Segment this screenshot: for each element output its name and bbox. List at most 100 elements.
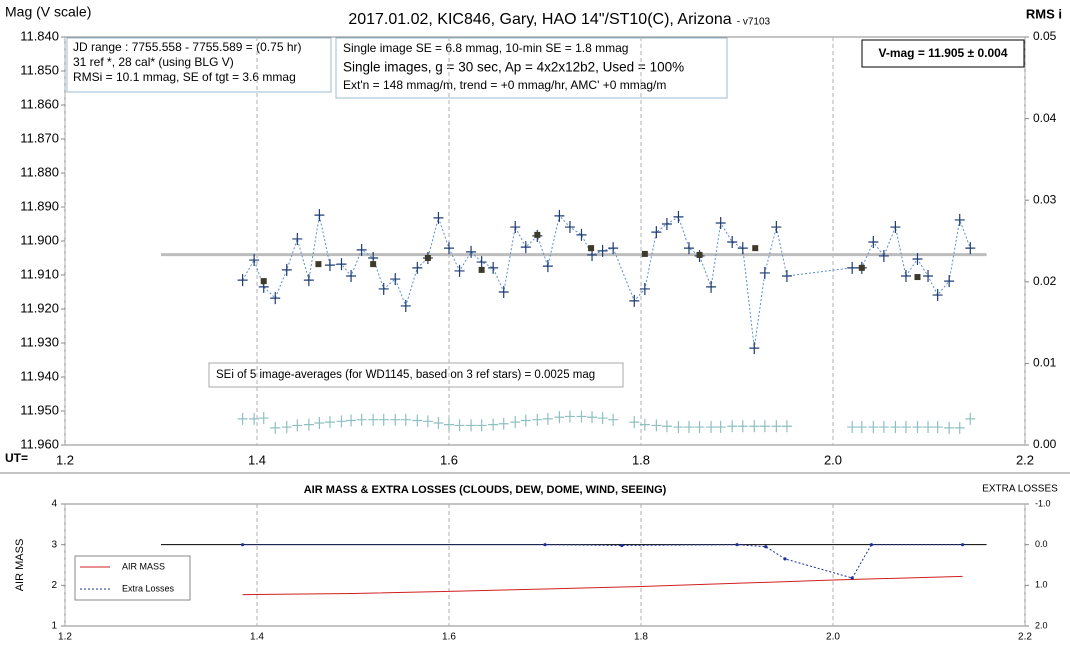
info-line: Single image SE = 6.8 mmag, 10-min SE = …: [343, 41, 628, 55]
data-point: [270, 292, 281, 305]
data-point: [715, 216, 726, 229]
data-point: [673, 421, 684, 434]
data-point: [673, 210, 684, 223]
data-point: [847, 421, 858, 434]
data-point: [258, 412, 269, 425]
data-point: [314, 209, 325, 222]
data-point: [727, 236, 738, 249]
data-point: [954, 421, 965, 434]
data-point: [639, 418, 650, 431]
x-tick-label: 1.4: [250, 632, 264, 643]
data-point: [237, 274, 248, 287]
y2-tick-label: 0.0: [1035, 539, 1048, 549]
data-point: [270, 421, 281, 434]
data-point: [315, 261, 322, 268]
data-point: [564, 221, 575, 234]
series-line: [242, 214, 971, 349]
data-point: [444, 418, 454, 431]
data-point: [368, 413, 379, 426]
data-point: [715, 421, 726, 434]
data-point: [749, 342, 760, 355]
data-point: [336, 415, 347, 428]
data-point: [620, 543, 624, 548]
y-tick-label: 11.920: [20, 300, 59, 315]
data-point: [260, 278, 267, 285]
y2-tick-label: 0.04: [1033, 111, 1057, 125]
x-tick-label: 1.6: [442, 632, 456, 643]
data-point: [378, 413, 389, 426]
x-tick-label: 2.2: [1016, 452, 1034, 467]
data-point: [488, 418, 499, 431]
data-point: [390, 413, 401, 426]
y-tick-label: 3: [51, 539, 57, 550]
data-point: [641, 250, 648, 257]
data-point: [869, 543, 874, 547]
series-line: [242, 544, 963, 579]
data-point: [564, 410, 575, 423]
data-point: [961, 543, 965, 547]
y-tick-label: 11.870: [20, 130, 59, 145]
data-point: [914, 274, 921, 281]
note-box: [208, 362, 624, 388]
y-tick-label: 2: [51, 580, 57, 591]
data-point: [498, 286, 509, 298]
data-point: [764, 545, 768, 549]
data-point: [771, 420, 782, 433]
data-point: [752, 245, 759, 252]
data-point: [900, 421, 911, 434]
y-tick-label: 11.940: [20, 368, 59, 383]
x-tick-label: 1.2: [56, 452, 74, 467]
data-point: [608, 413, 619, 426]
data-point: [532, 413, 543, 426]
data-point: [856, 421, 867, 434]
data-point: [346, 270, 357, 283]
data-point: [781, 420, 792, 433]
y-tick-label: 11.840: [20, 28, 59, 43]
info-line: Single images, g = 30 sec, Ap = 4x2x12b2…: [343, 60, 684, 75]
x-axis-label: UT=: [5, 451, 28, 465]
data-point: [868, 421, 879, 434]
y-axis-label: Mag (V scale): [5, 4, 91, 20]
y2-axis-label: EXTRA LOSSES: [982, 484, 1058, 495]
data-point: [737, 242, 748, 255]
legend-label: Extra Losses: [122, 583, 175, 593]
data-point: [878, 249, 889, 262]
data-point: [554, 209, 565, 222]
data-point: [706, 421, 717, 434]
info-box: [66, 37, 332, 93]
data-point: [781, 270, 792, 283]
version: - v7103: [737, 17, 771, 28]
data-point: [444, 242, 454, 255]
data-point: [735, 543, 739, 547]
y2-tick-label: 1.0: [1035, 580, 1048, 590]
data-point: [400, 299, 411, 312]
data-point: [412, 261, 423, 274]
data-point: [629, 294, 640, 307]
legend-label: AIR MASS: [122, 561, 165, 571]
data-point: [749, 420, 760, 433]
data-point: [576, 228, 587, 241]
data-point: [597, 412, 608, 425]
data-point: [237, 412, 248, 425]
info-line: JD range : 7755.558 - 7755.589 = (0.75 h…: [73, 40, 302, 54]
data-point: [737, 420, 748, 433]
data-point: [597, 244, 608, 257]
y2-tick-label: 0.00: [1033, 437, 1057, 451]
legend-box: [74, 555, 191, 601]
data-point: [336, 258, 347, 271]
data-point: [588, 245, 595, 252]
data-point: [684, 242, 694, 255]
result: V-mag = 11.905 ± 0.004: [878, 46, 1007, 60]
y-tick-label: 11.910: [20, 266, 59, 281]
data-point: [868, 236, 879, 249]
data-point: [542, 412, 553, 425]
data-point: [378, 282, 389, 295]
y2-tick-label: 0.01: [1033, 356, 1057, 370]
y-tick-label: 1: [51, 621, 57, 632]
data-point: [944, 421, 955, 434]
data-point: [433, 211, 444, 224]
data-point: [847, 261, 858, 274]
y2-axis-label: RMS i: [1026, 6, 1062, 21]
data-point: [629, 416, 640, 429]
